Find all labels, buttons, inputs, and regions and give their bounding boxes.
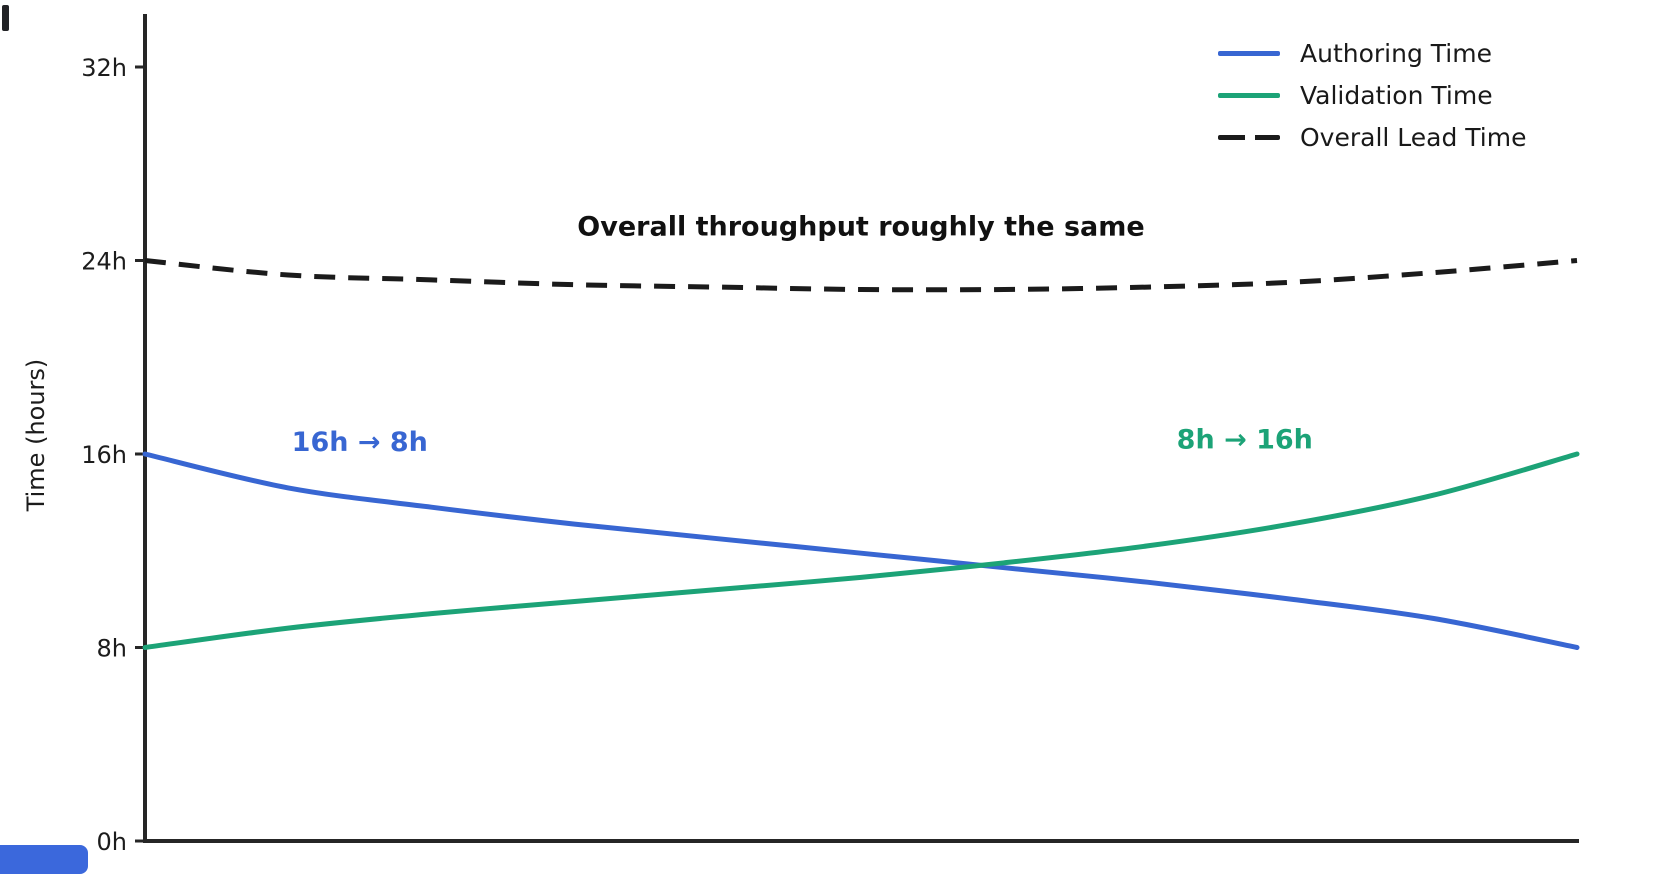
y-tick-label: 32h (81, 54, 127, 82)
legend-item-overall-lead-time: Overall Lead Time (1218, 116, 1526, 158)
legend: Authoring Time Validation Time Overall L… (1218, 32, 1526, 158)
legend-label-validation-time: Validation Time (1300, 80, 1493, 110)
legend-swatch-validation-time-icon (1218, 92, 1280, 98)
series-line-overall-lead-time (144, 258, 1578, 293)
legend-item-validation-time: Validation Time (1218, 74, 1526, 116)
y-tick-label: 0h (97, 828, 127, 856)
y-tick-label: 8h (97, 635, 127, 663)
legend-label-authoring-time: Authoring Time (1300, 38, 1492, 68)
annotation-overall-throughput-roughly-the-same: Overall throughput roughly the same (577, 212, 1144, 243)
y-tick-label: 24h (81, 248, 127, 276)
y-tick-label: 16h (81, 441, 127, 469)
annotation-8h-16h: 8h → 16h (1177, 425, 1313, 456)
legend-swatch-authoring-time-icon (1218, 50, 1280, 56)
legend-item-authoring-time: Authoring Time (1218, 32, 1526, 74)
series-line-authoring-time (142, 451, 1580, 650)
video-frame-artifact-top-left (2, 5, 9, 31)
video-progress-artifact (0, 845, 88, 874)
legend-label-overall-lead-time: Overall Lead Time (1300, 122, 1527, 152)
series-line-validation-time (142, 451, 1580, 650)
y-axis-title: Time (hours) (22, 359, 50, 513)
legend-swatch-overall-lead-time-icon (1218, 134, 1280, 140)
annotation-16h-8h: 16h → 8h (292, 427, 428, 458)
